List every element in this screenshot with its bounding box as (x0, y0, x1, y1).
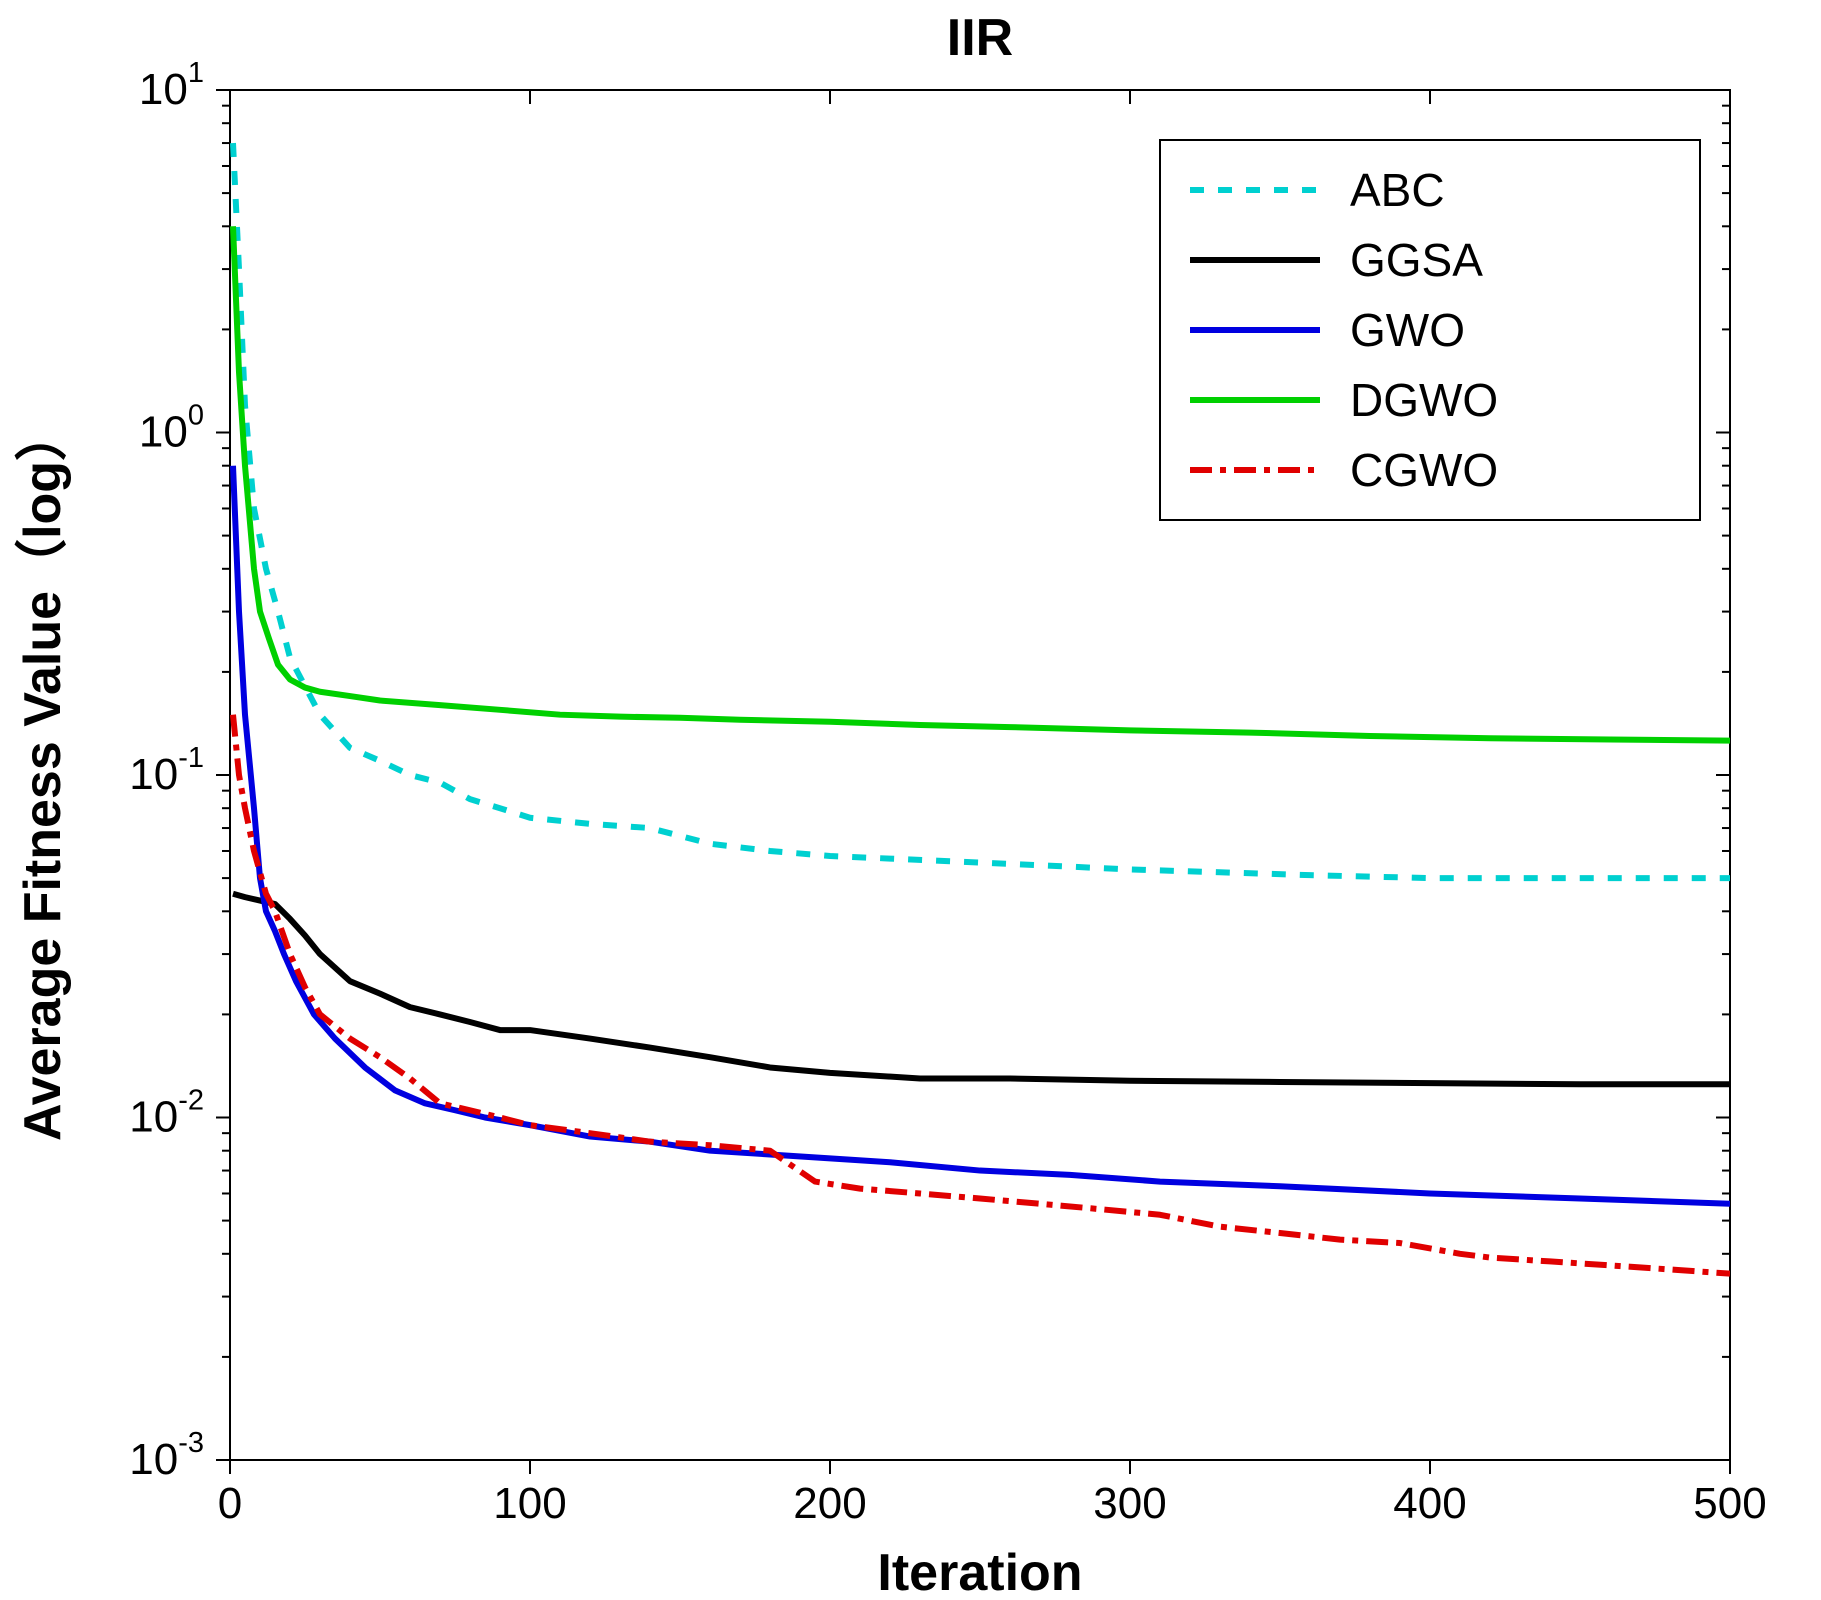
legend-label-DGWO: DGWO (1350, 374, 1498, 426)
xtick-label: 400 (1393, 1479, 1466, 1528)
xtick-label: 500 (1693, 1479, 1766, 1528)
series-GGSA (233, 894, 1730, 1085)
ytick-label: 101 (139, 57, 204, 114)
chart-svg: 0 100 200 300 400 500 10-3 10-2 10-1 100 101 IIR Ite… (0, 0, 1821, 1600)
series-CGWO (233, 715, 1730, 1274)
legend-label-CGWO: CGWO (1350, 444, 1498, 496)
ytick-label: 10-2 (129, 1085, 204, 1142)
xtick-label: 100 (493, 1479, 566, 1528)
ytick-label: 100 (139, 400, 204, 457)
xtick-label: 0 (218, 1479, 242, 1528)
chart-title: IIR (947, 9, 1013, 67)
x-axis-label: Iteration (877, 1544, 1082, 1600)
ytick-label: 10-1 (129, 742, 204, 799)
chart-container: 0 100 200 300 400 500 10-3 10-2 10-1 100 101 IIR Ite… (0, 0, 1821, 1600)
legend-label-GGSA: GGSA (1350, 234, 1483, 286)
ytick-label: 10-3 (129, 1427, 204, 1484)
legend-label-ABC: ABC (1350, 164, 1445, 216)
xtick-label: 200 (793, 1479, 866, 1528)
series-GWO (233, 466, 1730, 1204)
xtick-label: 300 (1093, 1479, 1166, 1528)
legend-label-GWO: GWO (1350, 304, 1465, 356)
y-axis-label: Average Fitness Value（log） (14, 409, 72, 1141)
